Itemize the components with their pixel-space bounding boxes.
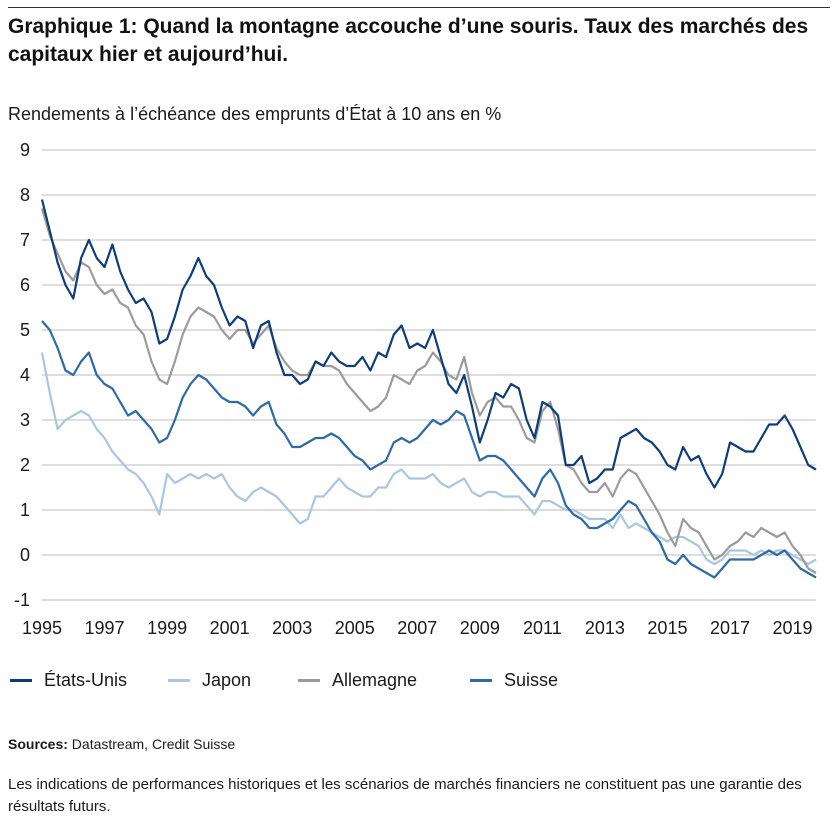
- top-rule: [8, 7, 830, 8]
- chart-title: Graphique 1: Quand la montagne accouche …: [8, 15, 809, 66]
- x-tick-label: 2019: [773, 618, 813, 638]
- y-tick-label: 9: [20, 140, 30, 160]
- x-tick-label: 2003: [272, 618, 312, 638]
- legend-label-germany: Allemagne: [332, 669, 418, 690]
- x-tick-label: 1997: [85, 618, 125, 638]
- x-tick-label: 1999: [147, 618, 187, 638]
- x-tick-label: 2015: [647, 618, 687, 638]
- y-tick-label: 3: [20, 410, 30, 430]
- x-tick-label: 2001: [210, 618, 250, 638]
- y-tick-label: 7: [20, 230, 30, 250]
- series-line-japan: [40, 352, 817, 566]
- legend-swatch-usa: [10, 678, 32, 682]
- y-tick-label: 1: [20, 500, 30, 520]
- legend-swatch-japan: [168, 678, 190, 682]
- y-tick-label: 0: [20, 545, 30, 565]
- line-chart: 9 8 7 6 5 4 3 2 1 0 -1 1995 1997 1999 2001 2003 2005 200…: [14, 140, 817, 638]
- series-line-switzerland: [41, 320, 817, 579]
- y-tick-label: 2: [20, 455, 30, 475]
- legend-label-switzerland: Suisse: [504, 669, 559, 690]
- sources-label: Sources:: [8, 736, 68, 752]
- y-tick-label: 5: [20, 320, 30, 340]
- legend-item-germany: Allemagne: [298, 668, 417, 692]
- legend-label-usa: États-Unis: [44, 669, 128, 690]
- sources-text: Datastream, Credit Suisse: [67, 736, 236, 752]
- series-line-germany: [40, 208, 817, 574]
- x-tick-label: 2013: [585, 618, 625, 638]
- series-line-usa: [40, 199, 817, 489]
- legend-label-japan: Japon: [202, 669, 252, 690]
- legend-swatch-germany: [298, 678, 320, 682]
- y-axis-label: Rendements à l’échéance des emprunts d’É…: [8, 104, 502, 124]
- legend-item-switzerland: Suisse: [470, 668, 558, 692]
- legend-item-japan: Japon: [168, 668, 251, 692]
- x-tick-label: 2005: [335, 618, 375, 638]
- y-tick-label: 6: [20, 275, 30, 295]
- y-tick-label: 8: [20, 185, 30, 205]
- y-tick-label: 4: [20, 365, 30, 385]
- legend: États-Unis Japon Allemagne Suisse: [0, 668, 832, 692]
- x-tick-label: 2009: [460, 618, 500, 638]
- x-tick-label: 2007: [397, 618, 437, 638]
- y-tick-label: -1: [14, 590, 30, 610]
- x-tick-label: 2011: [523, 618, 562, 638]
- x-tick-label: 2017: [710, 618, 750, 638]
- x-axis-ticks: 1995 1997 1999 2001 2003 2005 2007 2009 2011 2013…: [22, 618, 813, 638]
- legend-swatch-switzerland: [470, 678, 492, 682]
- series-lines: [40, 199, 817, 579]
- disclaimer: Les indications de performances historiq…: [8, 776, 802, 815]
- x-tick-label: 1995: [22, 618, 62, 638]
- sources-note: Sources: Datastream, Credit Suisse: [8, 736, 235, 752]
- y-axis-ticks: 9 8 7 6 5 4 3 2 1 0 -1: [14, 140, 30, 610]
- legend-item-usa: États-Unis: [10, 668, 127, 692]
- grid-lines: [42, 149, 816, 601]
